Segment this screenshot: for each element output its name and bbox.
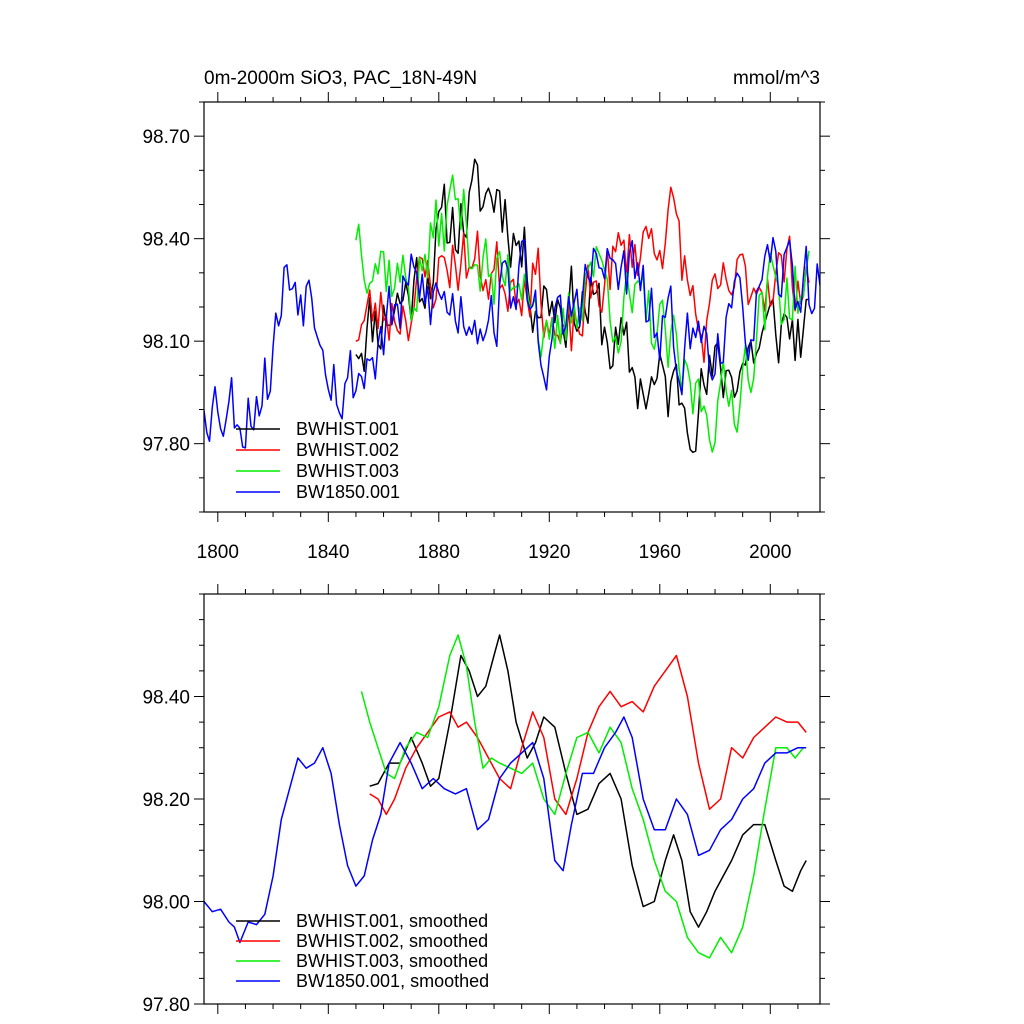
series-group: [204, 634, 807, 959]
y-tick-label: 97.80: [142, 435, 190, 456]
legend-label: BWHIST.001: [296, 419, 399, 439]
y-tick-label: 98.20: [142, 790, 190, 811]
x-tick-label: 1960: [639, 542, 681, 563]
series-group: [204, 158, 820, 454]
legend-label: BWHIST.003, smoothed: [296, 951, 488, 971]
x-tick-label: 2000: [749, 542, 791, 563]
legend-label: BW1850.001, smoothed: [296, 971, 489, 991]
legend-label: BWHIST.002, smoothed: [296, 931, 488, 951]
series-line-1: [369, 634, 807, 928]
y-tick-label: 98.00: [142, 893, 190, 914]
legend-label: BWHIST.003: [296, 461, 399, 481]
legend-label: BW1850.001: [296, 482, 400, 502]
x-tick-label: 1920: [528, 542, 570, 563]
series-line-3: [355, 174, 810, 453]
series-line-2: [369, 654, 807, 816]
series-line-2: [355, 186, 810, 364]
series-line-4: [204, 716, 807, 944]
y-tick-label: 98.70: [142, 127, 190, 148]
series-line-4: [204, 236, 820, 449]
x-tick-label: 1880: [418, 542, 460, 563]
y-tick-label: 97.80: [142, 995, 190, 1016]
y-tick-label: 98.10: [142, 332, 190, 353]
legend-label: BWHIST.002: [296, 440, 399, 460]
legend-label: BWHIST.001, smoothed: [296, 911, 488, 931]
y-tick-label: 98.40: [142, 230, 190, 251]
bottom-panel: 97.80 98.00 98.20 98.40 BWHIST.001, smoothed…: [142, 584, 830, 1016]
x-tick-label: 1840: [307, 542, 349, 563]
series-line-3: [360, 634, 804, 959]
chart-units: mmol/m^3: [733, 68, 820, 89]
y-tick-label: 98.40: [142, 688, 190, 709]
chart-title: 0m-2000m SiO3, PAC_18N-49N: [204, 68, 477, 89]
top-panel: 1800 1840 1880 1920 1960 2000 97.80 98.10 98.40 9…: [142, 68, 830, 563]
x-tick-label: 1800: [197, 542, 239, 563]
